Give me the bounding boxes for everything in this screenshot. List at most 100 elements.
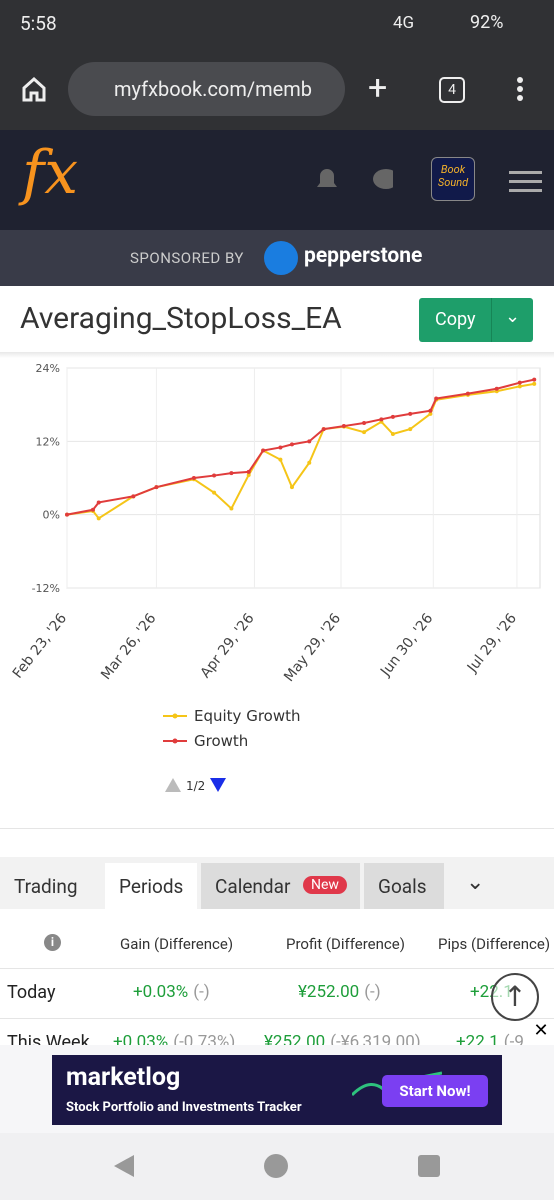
network: 4G	[393, 13, 415, 33]
point	[131, 494, 136, 499]
point	[154, 485, 159, 490]
point	[465, 391, 470, 396]
point	[278, 445, 283, 450]
cell: ¥252.00 (-)	[298, 982, 381, 1002]
y-tick-label: 12%	[36, 435, 60, 448]
point	[212, 490, 217, 495]
sponsor-brand[interactable]: pepperstone	[304, 244, 423, 268]
scroll-top[interactable]: ↑	[491, 973, 539, 1021]
point	[517, 384, 522, 389]
separator	[0, 828, 554, 829]
cell: +22.1 (-9	[456, 1032, 524, 1045]
page-prev	[165, 778, 181, 792]
point	[307, 460, 312, 465]
nav-bar	[0, 1133, 554, 1200]
hamburger[interactable]	[509, 170, 542, 194]
x-tick-label: Jun 30, '26	[377, 611, 436, 681]
badge[interactable]: Book Sound	[431, 157, 475, 201]
point	[434, 396, 439, 401]
x-tick-label: Mar 26, '26	[98, 611, 159, 683]
copy-button[interactable]: Copy ⌄	[419, 298, 533, 342]
point	[65, 512, 69, 517]
chart: -12% 0% 12% 24% Feb 23, '26 Mar 26, '26 Apr 29…	[10, 362, 541, 793]
column-header: Profit (Difference)	[286, 935, 405, 953]
tab-label: Periods	[119, 875, 184, 898]
point	[428, 411, 433, 416]
new-tab[interactable]: +	[368, 68, 388, 108]
cell-diff: (-0.73%)	[173, 1032, 236, 1045]
point	[289, 442, 294, 447]
cell-value: +22.1	[456, 1032, 499, 1045]
point	[362, 430, 367, 435]
nav-recents[interactable]	[418, 1155, 440, 1177]
point	[408, 427, 413, 432]
battery: 92%	[470, 12, 504, 33]
point	[212, 473, 217, 478]
sponsor-icon	[264, 241, 298, 275]
row-line	[0, 968, 554, 969]
periods-table: i Gain (Difference) Profit (Difference) Pip…	[0, 910, 554, 1045]
legend-marker	[172, 713, 178, 719]
dropdown-caret[interactable]: ⌄	[505, 306, 521, 327]
point	[191, 476, 196, 480]
tab-count[interactable]: 4	[439, 77, 465, 103]
sponsor-label: SPONSORED BY	[130, 249, 244, 267]
legend-label: Equity Growth	[194, 707, 301, 725]
legend-marker	[172, 738, 178, 744]
plot-area	[66, 367, 541, 589]
cell-value: ¥252.00	[298, 982, 360, 1002]
ad-cta[interactable]: Start Now!	[382, 1075, 488, 1107]
legend-label: Growth	[194, 732, 248, 750]
logo[interactable]: fx	[22, 138, 79, 208]
point	[362, 421, 367, 425]
series-line	[66, 378, 535, 516]
cell-value: ¥252.00	[264, 1032, 326, 1045]
tab[interactable]: Trading	[0, 863, 101, 909]
tab[interactable]: Periods	[105, 863, 197, 909]
tab-more[interactable]: ⌄	[466, 870, 485, 895]
point	[246, 472, 251, 477]
point	[532, 377, 537, 382]
row-label: Today	[7, 982, 56, 1003]
header-icons[interactable]	[313, 165, 393, 195]
column-header: Gain (Difference)	[120, 935, 234, 953]
point	[307, 439, 312, 444]
ad[interactable]: marketlog Stock Portfolio and Investment…	[52, 1055, 502, 1125]
point	[96, 500, 101, 505]
ad-close[interactable]: ✕	[530, 1020, 552, 1042]
point	[229, 471, 234, 476]
menu-dots[interactable]	[514, 76, 526, 104]
y-tick-label: 0%	[43, 509, 60, 522]
row-line	[0, 1018, 554, 1019]
divider	[491, 298, 492, 342]
pagination: 1/2	[186, 779, 205, 793]
home-icon[interactable]	[20, 75, 48, 103]
tab[interactable]: Goals	[364, 863, 444, 909]
cell-diff: (-¥6,319.00)	[330, 1032, 421, 1045]
row-label: This Week	[7, 1032, 90, 1045]
cell: +0.03% (-)	[133, 982, 210, 1002]
point	[246, 469, 251, 474]
tab-bar: Trading Periods Calendar New Goals	[0, 857, 554, 909]
point	[90, 507, 95, 512]
series-line	[66, 382, 535, 520]
y-tick-label: 24%	[36, 362, 60, 375]
ad-tagline: Stock Portfolio and Investments Tracker	[66, 1100, 302, 1115]
point	[390, 432, 395, 436]
point	[278, 457, 283, 462]
nav-back[interactable]	[112, 1153, 136, 1179]
x-tick-label: Feb 23, '26	[10, 611, 70, 682]
url-bar[interactable]: myfxbook.com/memb	[68, 62, 345, 116]
tab-label: Trading	[14, 875, 78, 898]
ad-brand: marketlog	[66, 1063, 181, 1092]
point	[229, 506, 234, 511]
nav-home[interactable]	[263, 1153, 289, 1179]
tab-badge: New	[303, 876, 347, 894]
point	[494, 386, 499, 391]
tab-label: Goals	[378, 875, 427, 898]
tab-label: Calendar	[215, 875, 291, 898]
tab[interactable]: Calendar New	[201, 863, 360, 909]
point	[261, 448, 266, 453]
cell-diff: (-)	[364, 982, 381, 1002]
